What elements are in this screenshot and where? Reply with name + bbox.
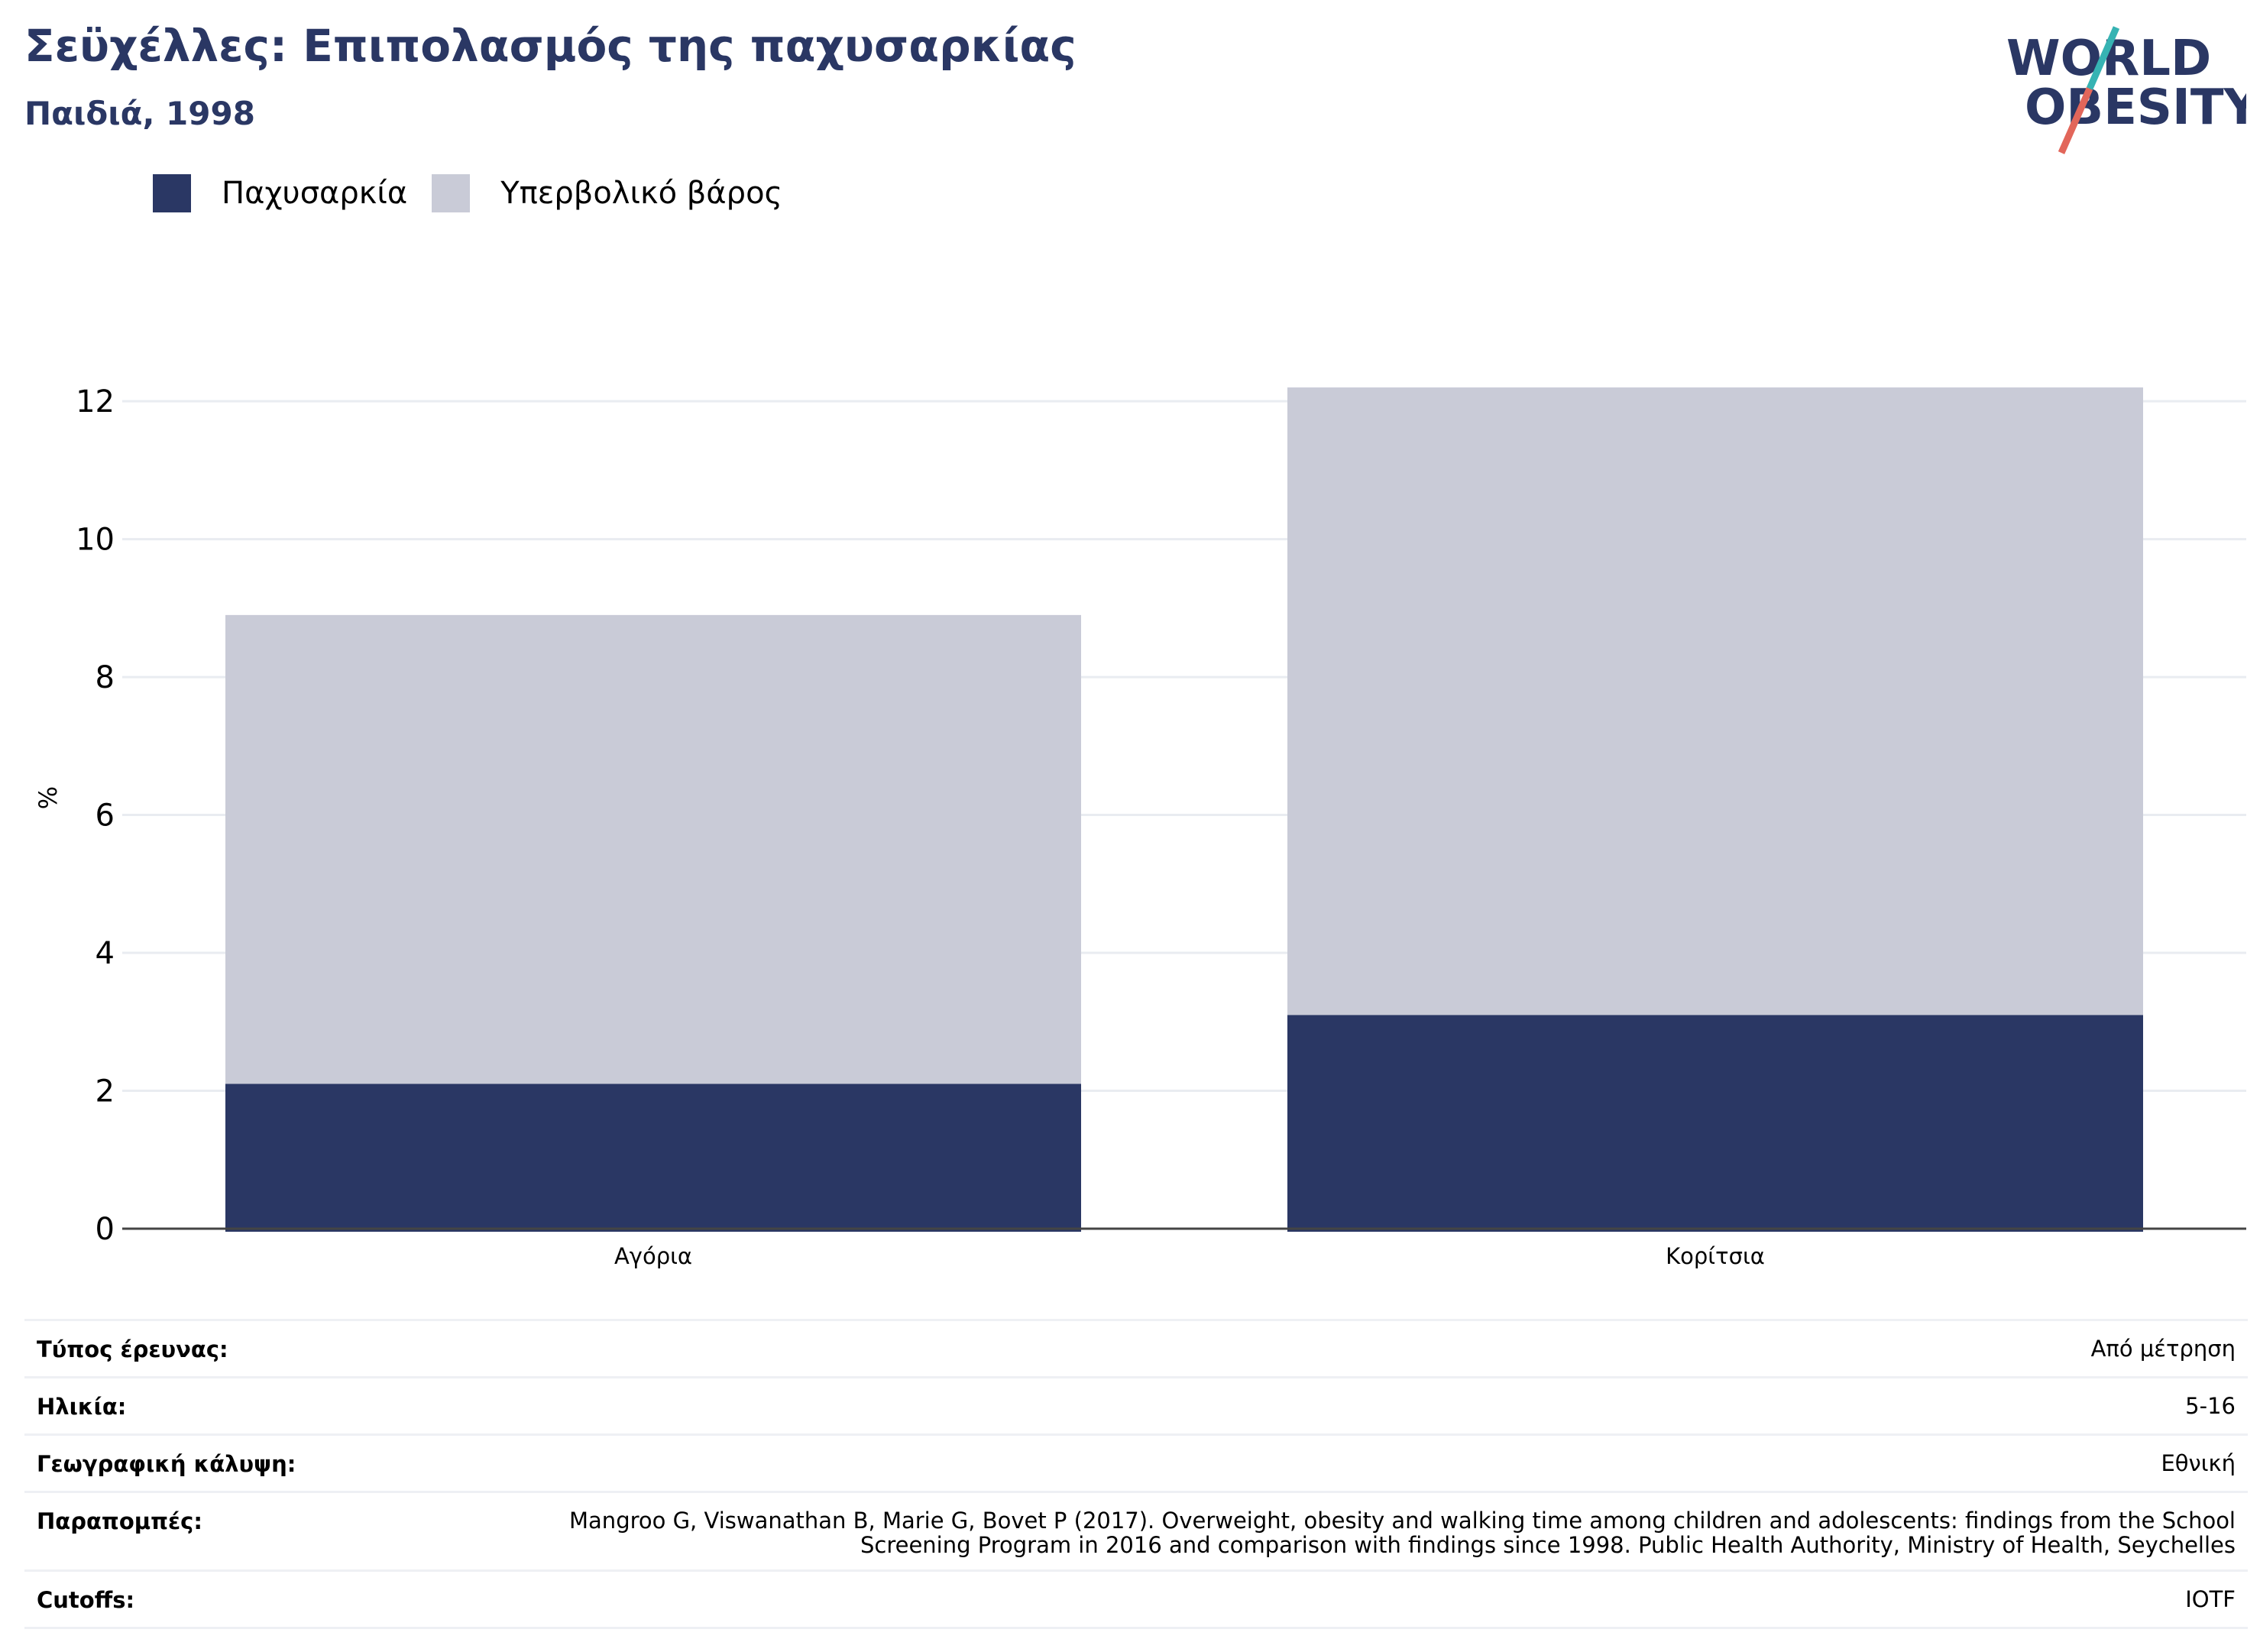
axes: 0 2 4 6 8 10 12 Αγόρια Κορίτσια (76, 384, 2246, 1269)
y-tick-label: 0 (96, 1212, 115, 1247)
x-tick-label: Κορίτσια (1666, 1243, 1765, 1269)
meta-value: Mangroo G, Viswanathan B, Marie G, Bovet… (569, 1508, 2236, 1558)
bars (225, 387, 2143, 1232)
bar-obesity (1287, 1015, 2143, 1232)
chart-title: Σεϋχέλλες: Επιπολασμός της παχυσαρκίας (24, 20, 1077, 72)
y-tick-label: 10 (76, 523, 115, 558)
chart-legend: Παχυσαρκία Υπερβολικό βάρος (153, 174, 807, 212)
logo-slash-bottom (2058, 87, 2093, 154)
chart-subtitle: Παιδιά, 1998 (24, 95, 255, 132)
y-tick-label: 4 (96, 936, 115, 971)
meta-key: Παραπομπές: (37, 1508, 202, 1534)
meta-row-references: Παραπομπές: Mangroo G, Viswanathan B, Ma… (24, 1491, 2248, 1569)
legend-label-obesity: Παχυσαρκία (222, 176, 408, 211)
y-tick-label: 6 (96, 798, 115, 834)
logo-slash-top (2086, 26, 2120, 90)
legend-label-overweight: Υπερβολικό βάρος (500, 176, 783, 211)
legend-swatch-overweight (432, 174, 471, 212)
meta-key: Ηλικία: (37, 1394, 127, 1420)
meta-value: IOTF (2185, 1586, 2236, 1612)
bar-obesity (225, 1084, 1081, 1232)
survey-info-table: Τύπος έρευνας: Από μέτρηση Ηλικία: 5-16 … (24, 1319, 2248, 1629)
y-tick-label: 2 (96, 1074, 115, 1109)
meta-value: 5-16 (2185, 1393, 2236, 1419)
meta-value: Εθνική (2161, 1450, 2236, 1476)
legend-item-obesity: Παχυσαρκία (153, 174, 407, 212)
legend-item-overweight: Υπερβολικό βάρος (432, 174, 782, 212)
y-tick-label: 12 (76, 384, 115, 419)
meta-key: Τύπος έρευνας: (37, 1336, 228, 1362)
meta-key: Cutoffs: (37, 1587, 135, 1613)
meta-row-survey-type: Τύπος έρευνας: Από μέτρηση (24, 1319, 2248, 1376)
bar-chart: 0 2 4 6 8 10 12 Αγόρια Κορίτσια % (34, 384, 2246, 1269)
bar-overweight (225, 614, 1081, 1084)
meta-key: Γεωγραφική κάλυψη: (37, 1451, 296, 1477)
y-tick-label: 8 (96, 660, 115, 695)
x-tick-label: Αγόρια (614, 1243, 692, 1269)
meta-row-age: Ηλικία: 5-16 (24, 1376, 2248, 1433)
meta-row-coverage: Γεωγραφική κάλυψη: Εθνική (24, 1433, 2248, 1491)
meta-value: Από μέτρηση (2090, 1336, 2236, 1362)
bar-overweight (1287, 387, 2143, 1015)
meta-row-cutoffs: Cutoffs: IOTF (24, 1569, 2248, 1629)
world-obesity-logo: WORLD OBESITY (2006, 26, 2246, 154)
legend-swatch-obesity (153, 174, 191, 212)
y-axis-label: % (34, 786, 63, 809)
logo-line2: OBESITY (2025, 79, 2246, 136)
